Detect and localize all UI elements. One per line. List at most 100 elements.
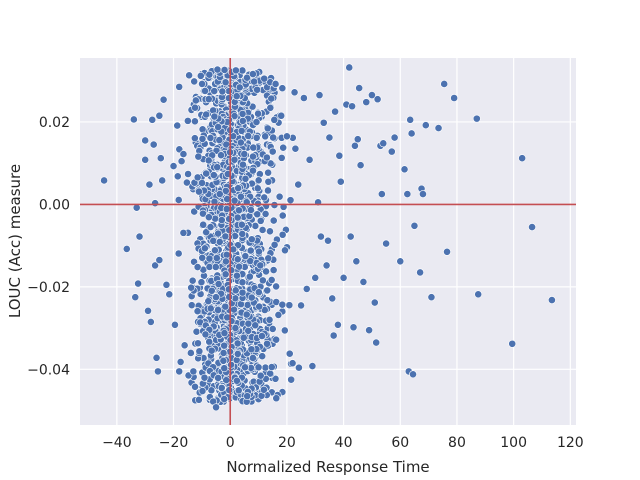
scatter-point xyxy=(474,290,483,299)
scatter-point xyxy=(177,157,186,166)
scatter-point xyxy=(362,98,371,107)
scatter-point xyxy=(152,353,161,362)
scatter-point xyxy=(155,111,164,120)
scatter-point xyxy=(278,84,287,93)
scatter-point xyxy=(237,126,246,135)
scatter-point xyxy=(231,324,240,332)
scatter-point xyxy=(258,352,267,361)
scatter-point xyxy=(434,124,443,133)
scatter-point xyxy=(368,91,376,100)
scatter-point xyxy=(155,256,164,264)
scatter-point xyxy=(291,144,300,153)
scatter-point xyxy=(277,153,286,162)
scatter-point xyxy=(218,87,227,96)
scatter-point xyxy=(190,134,199,143)
scatter-point xyxy=(278,211,287,220)
scatter-point xyxy=(331,107,339,116)
scatter-point xyxy=(201,330,210,339)
scatter-point xyxy=(300,94,308,102)
scatter-point xyxy=(440,80,449,88)
scatter-point xyxy=(176,358,185,366)
scatter-point xyxy=(238,288,247,297)
scatter-point xyxy=(311,273,320,282)
scatter-point xyxy=(253,85,262,94)
scatter-point xyxy=(194,339,202,348)
x-tick-label: 100 xyxy=(500,435,527,451)
scatter-point xyxy=(151,261,160,270)
scatter-point xyxy=(416,268,425,277)
scatter-point xyxy=(254,363,263,372)
scatter-point xyxy=(205,70,214,79)
scatter-point xyxy=(315,91,324,100)
scatter-point xyxy=(238,230,247,238)
scatter-point xyxy=(151,199,160,208)
x-tick-label: 0 xyxy=(226,435,235,451)
scatter-point xyxy=(356,161,365,170)
scatter-point xyxy=(202,228,211,237)
scatter-point xyxy=(242,310,251,319)
scatter-point xyxy=(162,280,171,289)
scatter-point xyxy=(244,326,253,335)
scatter-point xyxy=(253,184,262,193)
scatter-point xyxy=(222,205,231,213)
scatter-point xyxy=(174,196,183,204)
scatter-point xyxy=(260,193,269,202)
scatter-point xyxy=(352,257,361,266)
scatter-point xyxy=(233,271,241,280)
scatter-point xyxy=(134,279,143,288)
scatter-point xyxy=(158,176,167,185)
scatter-point xyxy=(195,347,204,356)
reference-lines xyxy=(80,58,576,425)
scatter-point xyxy=(233,339,242,348)
scatter-point xyxy=(390,133,399,142)
scatter-point xyxy=(421,121,430,130)
scatter-point xyxy=(180,341,189,350)
scatter-point xyxy=(271,80,280,88)
scatter-point xyxy=(266,227,274,236)
scatter-point xyxy=(185,71,194,80)
scatter-point xyxy=(233,255,242,264)
scatter-point xyxy=(472,114,481,123)
scatter-point xyxy=(339,273,348,282)
scatter-point xyxy=(308,362,317,370)
scatter-point xyxy=(253,210,262,219)
scatter-point xyxy=(238,109,247,118)
scatter-point xyxy=(278,230,287,239)
scatter-point xyxy=(243,73,251,82)
scatter-point xyxy=(202,169,211,178)
x-tick-label: 120 xyxy=(557,435,584,451)
scatter-point xyxy=(212,403,220,412)
scatter-point xyxy=(272,335,281,344)
scatter-point xyxy=(268,325,277,333)
scatter-point xyxy=(141,136,150,145)
scatter-point xyxy=(283,132,291,141)
scatter-point xyxy=(295,363,303,372)
scatter-point xyxy=(279,143,288,152)
scatter-point xyxy=(285,301,294,310)
scatter-point xyxy=(238,278,247,287)
scatter-point xyxy=(348,102,356,111)
scatter-point xyxy=(193,263,202,271)
scatter-point xyxy=(260,306,269,314)
scatter-point xyxy=(281,246,289,255)
y-axis-label: LOUC (Acc) measure xyxy=(6,164,24,318)
scatter-point xyxy=(379,139,388,148)
scatter-point xyxy=(213,65,222,74)
scatter-point xyxy=(263,286,272,295)
scatter-point xyxy=(200,373,209,382)
scatter-point xyxy=(189,367,198,376)
scatter-point xyxy=(256,261,265,270)
scatter-point xyxy=(508,339,517,348)
scatter-point xyxy=(286,196,295,205)
scatter-point xyxy=(184,170,192,178)
scatter-point xyxy=(329,331,338,340)
scatter-point xyxy=(263,124,272,133)
scatter-point xyxy=(334,320,342,329)
scatter-point xyxy=(548,296,556,304)
scatter-point xyxy=(210,112,219,121)
scatter-point xyxy=(173,172,182,181)
y-tick-label: −0.02 xyxy=(27,280,70,296)
scatter-point xyxy=(274,310,283,319)
scatter-point xyxy=(191,96,200,105)
scatter-point xyxy=(207,286,216,295)
